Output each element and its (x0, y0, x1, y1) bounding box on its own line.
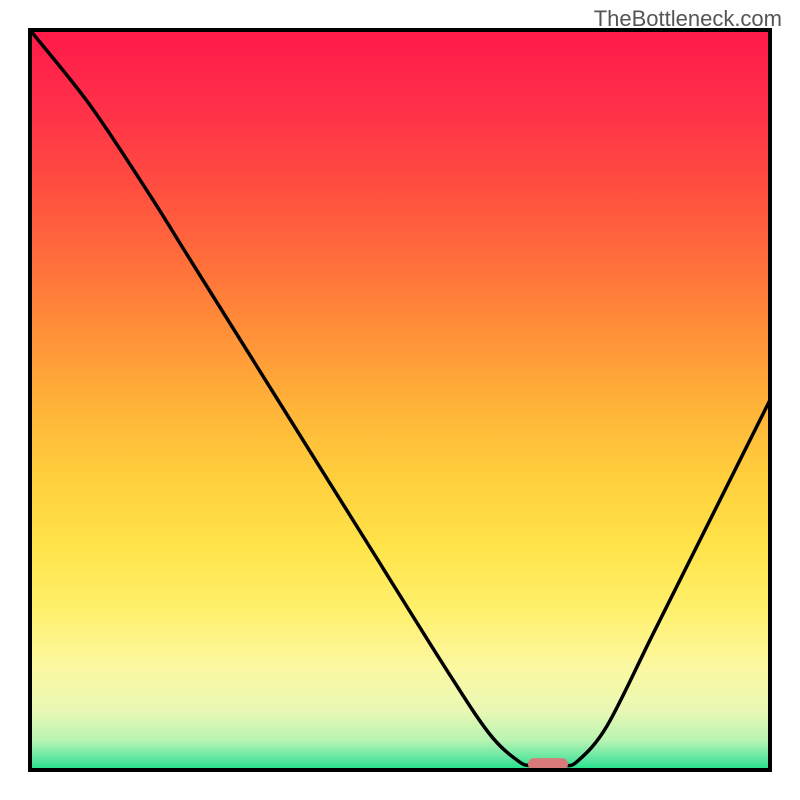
watermark-text: TheBottleneck.com (594, 6, 782, 32)
gradient-background (30, 30, 770, 770)
chart-svg (0, 0, 800, 800)
bottleneck-chart: TheBottleneck.com (0, 0, 800, 800)
